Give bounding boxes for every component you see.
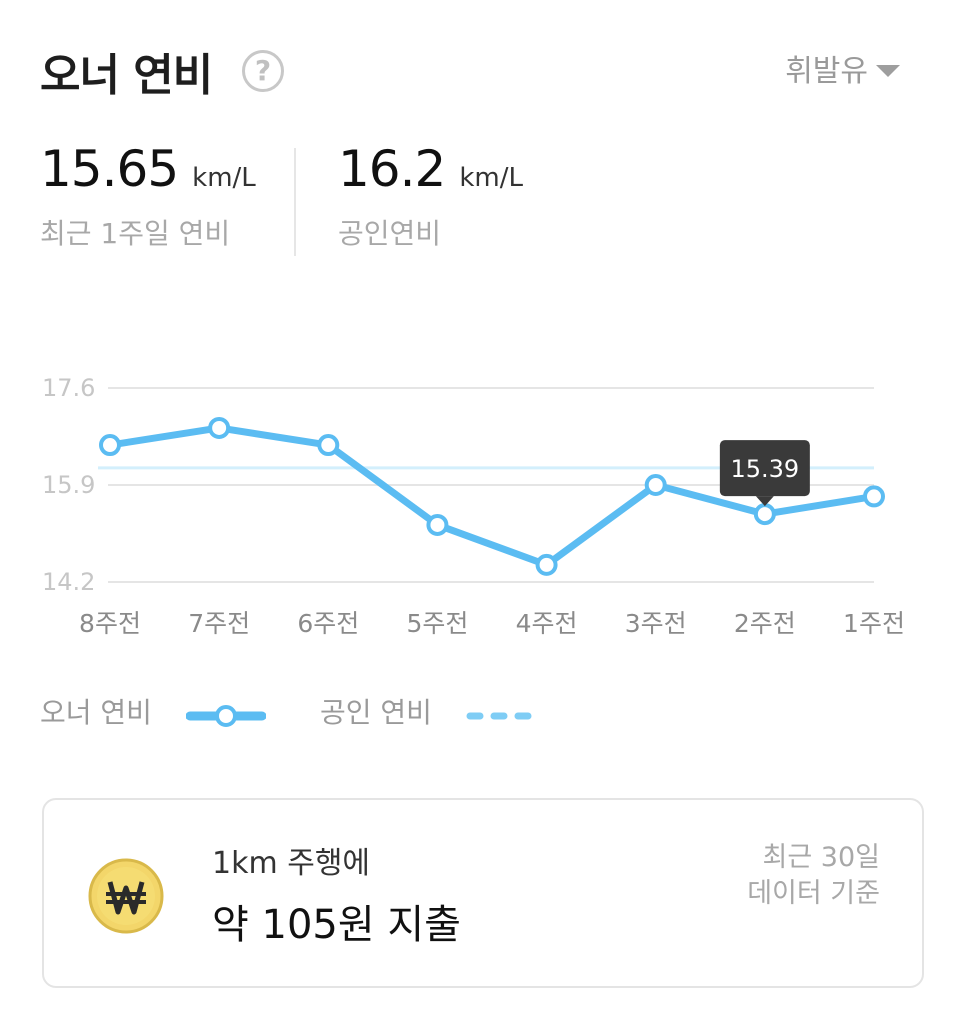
tooltip-box <box>719 440 810 497</box>
data-point <box>863 485 885 508</box>
tooltip-pointer <box>755 496 774 507</box>
help-question-icon[interactable]: ? <box>242 50 284 92</box>
legend-official-label: 공인 연비 <box>320 696 432 729</box>
won-coin-icon <box>88 858 164 934</box>
data-point <box>99 434 121 457</box>
legend-owner-label: 오너 연비 <box>40 696 152 729</box>
data-point <box>317 434 340 457</box>
official-efficiency-caption: 공인연비 <box>338 217 442 250</box>
legend-official-dash-icon <box>466 712 542 720</box>
fuel-type-label: 휘발유 <box>785 54 868 89</box>
owner-efficiency-unit: km/L <box>192 163 256 193</box>
cost-card-note-line1: 최근 30일 <box>762 842 880 873</box>
owner-efficiency-line <box>106 424 878 569</box>
cost-card-amount: 약 105원 지출 <box>212 902 461 948</box>
cost-card-note-line2: 데이터 기준 <box>747 878 880 909</box>
x-tick-label: 1주전 <box>843 609 905 638</box>
tooltip-value: 15.39 <box>730 455 799 483</box>
owner-efficiency-stat: 15.65 km/L 최근 1주일 연비 <box>40 140 256 252</box>
x-tick-label: 2주전 <box>734 609 796 638</box>
x-tick-label: 6주전 <box>297 609 359 638</box>
y-tick-label: 17.6 <box>42 374 95 402</box>
fuel-type-dropdown[interactable]: 휘발유 <box>785 52 900 92</box>
stats-divider <box>294 148 296 256</box>
x-tick-label: 7주전 <box>188 609 250 638</box>
y-tick-label: 15.9 <box>42 471 95 499</box>
legend-owner-line-icon <box>186 705 266 727</box>
efficiency-stats: 15.65 km/L 최근 1주일 연비 16.2 km/L 공인연비 <box>40 140 920 260</box>
official-efficiency-unit: km/L <box>459 163 523 193</box>
page-title: 오너 연비 <box>40 50 213 101</box>
header: 오너 연비 ? 휘발유 <box>40 44 906 108</box>
data-point <box>208 416 231 439</box>
data-point <box>753 503 776 526</box>
data-point <box>535 553 558 576</box>
official-efficiency-stat: 16.2 km/L 공인연비 <box>338 140 523 252</box>
data-point <box>644 474 667 496</box>
cost-card-note: 최근 30일 데이터 기준 <box>747 840 880 912</box>
y-tick-label: 14.2 <box>42 568 95 596</box>
x-tick-label: 5주전 <box>406 609 468 638</box>
chart-legend: 오너 연비 공인 연비 <box>40 692 640 740</box>
data-point <box>426 513 449 536</box>
owner-efficiency-caption: 최근 1주일 연비 <box>40 217 231 250</box>
efficiency-line-chart: 17.6 15.9 14.2 8주전 7주전 6주전 5주전 4주전 3주전 2주전 1주전 15.3… <box>42 374 905 638</box>
cost-card-subtitle: 1km 주행에 <box>212 846 371 881</box>
owner-efficiency-value: 15.65 <box>40 140 179 198</box>
x-tick-label: 8주전 <box>79 609 141 638</box>
official-efficiency-value: 16.2 <box>338 140 446 198</box>
cost-card[interactable]: 1km 주행에 약 105원 지출 최근 30일 데이터 기준 <box>42 798 924 988</box>
caret-down-icon <box>876 64 900 77</box>
x-tick-label: 3주전 <box>625 609 687 638</box>
efficiency-chart: 17.6 15.9 14.2 8주전 7주전 6주전 5주전 4주전 3주전 2주전 1주전 15.3… <box>0 340 966 660</box>
x-tick-label: 4주전 <box>516 609 578 638</box>
